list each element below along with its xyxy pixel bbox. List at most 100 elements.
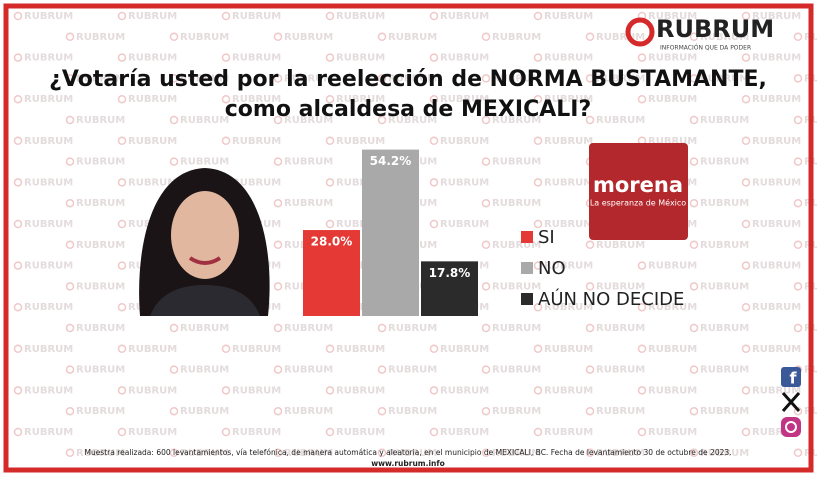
watermark-mark [585, 74, 595, 83]
watermark-mark [533, 219, 543, 229]
watermark-mark [273, 157, 283, 166]
watermark: RUBRUM [284, 73, 333, 84]
watermark-mark [481, 406, 491, 416]
watermark-mark [741, 11, 751, 21]
party-tagline: La esperanza de México [590, 198, 686, 208]
watermark: RUBRUM [76, 240, 125, 251]
watermark-mark [273, 282, 283, 291]
brand-mark [625, 17, 655, 47]
watermark-mark [13, 136, 23, 146]
watermark-mark [637, 302, 647, 312]
watermark-mark [377, 448, 387, 458]
legend-label: NO [538, 258, 566, 279]
party-name: morena [593, 173, 683, 197]
watermark: RUBRUM [544, 136, 593, 147]
brand-tagline: INFORMACIÓN QUE DA PODER [660, 45, 751, 52]
watermark: RUBRUM [440, 53, 489, 64]
watermark-mark [429, 178, 439, 187]
watermark-mark [325, 53, 335, 62]
watermark-mark [637, 386, 647, 395]
watermark: RUBRUM [76, 73, 125, 84]
watermark: RUBRUM [180, 115, 229, 126]
watermark-mark [65, 74, 75, 83]
watermark: RUBRUM [492, 365, 541, 376]
watermark-mark [325, 427, 335, 437]
facebook-glyph: f [790, 369, 798, 388]
watermark: RUBRUM [180, 323, 229, 334]
watermark-mark [429, 11, 439, 21]
watermark-mark [741, 386, 751, 395]
watermark-mark [117, 219, 127, 229]
watermark-mark [533, 178, 543, 187]
watermark-mark [65, 448, 75, 458]
watermark: RUBRUM [440, 427, 489, 438]
watermark: RUBRUM [128, 11, 177, 22]
watermark-mark [637, 344, 647, 354]
watermark: RUBRUM [24, 11, 73, 22]
watermark-mark [273, 115, 283, 125]
watermark: RUBRUM [492, 32, 541, 43]
watermark: RUBRUM [336, 94, 385, 105]
watermark-mark [689, 448, 699, 458]
watermark: RUBRUM [76, 448, 125, 459]
watermark-mark [325, 219, 335, 229]
watermark: RUBRUM [648, 385, 697, 396]
chart-subtitle: como alcaldesa de MEXICALI? [225, 97, 591, 122]
bar [362, 149, 419, 316]
watermark: RUBRUM [128, 136, 177, 147]
watermark-mark [793, 282, 803, 291]
watermark-mark [481, 157, 491, 166]
watermark: RUBRUM [596, 32, 645, 43]
watermark-mark [117, 261, 127, 270]
watermark-mark [689, 240, 699, 250]
watermark: RUBRUM [596, 73, 645, 84]
watermark: RUBRUM [180, 448, 229, 459]
watermark: RUBRUM [24, 427, 73, 438]
watermark: RUBRUM [752, 427, 801, 438]
watermark: RUBRUM [544, 261, 593, 272]
watermark-mark [637, 94, 647, 104]
watermark-mark [585, 406, 595, 416]
watermark-mark [585, 365, 595, 374]
watermark-mark [65, 323, 75, 333]
watermark: RUBRUM [76, 323, 125, 334]
watermark-mark [325, 11, 335, 21]
portrait [139, 168, 270, 316]
watermark-mark [65, 406, 75, 416]
watermark-mark [273, 406, 283, 416]
watermark: RUBRUM [700, 240, 749, 251]
watermark: RUBRUM [544, 53, 593, 64]
watermark: RUBRUM [336, 177, 385, 188]
watermark: RUBRUM [544, 427, 593, 438]
watermark: RUBRUM [180, 365, 229, 376]
watermark-mark [741, 136, 751, 146]
watermark-mark [793, 157, 803, 166]
watermark: RUBRUM [336, 136, 385, 147]
watermark: RUBRUM [388, 365, 437, 376]
watermark-mark [429, 94, 439, 104]
watermark-mark [741, 344, 751, 354]
watermark-mark [481, 32, 491, 42]
watermark: RUBRUM [180, 73, 229, 84]
legend-label: AÚN NO DECIDE [538, 288, 684, 310]
watermark-mark [273, 323, 283, 333]
watermark: RUBRUM [232, 11, 281, 22]
watermark: RUBRUM [596, 240, 645, 251]
watermark-mark [481, 282, 491, 291]
watermark-mark [377, 115, 387, 125]
watermark: RUBRUM [76, 32, 125, 43]
watermark-mark [377, 323, 387, 333]
watermark-mark [377, 32, 387, 42]
watermark-mark [585, 282, 595, 291]
watermark-mark [585, 448, 595, 458]
watermark-mark [13, 261, 23, 270]
watermark: RUBRUM [752, 385, 801, 396]
watermark-mark [793, 32, 803, 42]
legend-swatch [521, 231, 533, 243]
watermark: RUBRUM [492, 198, 541, 209]
watermark-mark [273, 365, 283, 374]
watermark-mark [793, 448, 803, 458]
watermark-mark [637, 53, 647, 62]
watermark-mark [221, 11, 231, 21]
watermark-mark [741, 219, 751, 229]
